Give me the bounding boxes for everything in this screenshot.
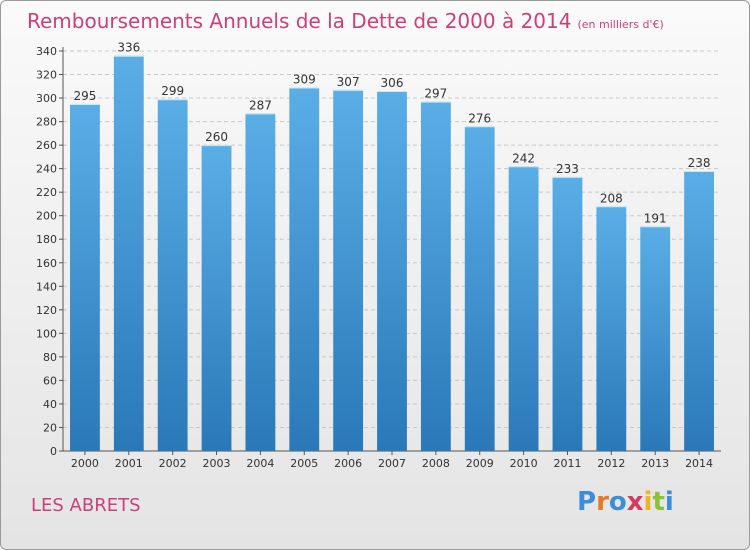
- logo-letter: r: [596, 487, 609, 517]
- data-label: 208: [600, 191, 623, 205]
- x-tick-label: 2004: [246, 457, 274, 470]
- bar-2009: [464, 126, 495, 451]
- chart-title: Remboursements Annuels de la Dette de 20…: [27, 9, 664, 33]
- data-label: 336: [117, 41, 140, 55]
- bar-2014: [684, 171, 714, 451]
- bar-2012: [596, 206, 627, 451]
- bar-2001: [113, 55, 144, 452]
- bar-2006: [333, 89, 364, 451]
- x-tick-label: 2009: [466, 457, 494, 470]
- bar-2005: [289, 87, 320, 452]
- x-tick-label: 2000: [71, 457, 99, 470]
- y-tick-label: 240: [36, 163, 57, 176]
- bar-2000: [70, 103, 100, 452]
- y-tick-label: 340: [36, 45, 57, 58]
- y-tick-label: 20: [43, 421, 57, 434]
- y-tick-label: 140: [36, 280, 57, 293]
- data-label: 309: [293, 72, 316, 86]
- data-label: 299: [161, 84, 184, 98]
- data-label: 307: [337, 75, 360, 89]
- logo-letter: o: [608, 487, 627, 517]
- data-label: 238: [688, 156, 711, 170]
- data-label: 191: [644, 211, 667, 225]
- bar-2004: [245, 113, 276, 452]
- chart-title-text: Remboursements Annuels de la Dette de 20…: [27, 9, 572, 33]
- data-label: 276: [468, 111, 491, 125]
- x-tick-label: 2013: [641, 457, 669, 470]
- data-label: 297: [424, 87, 447, 101]
- x-tick-label: 2011: [553, 457, 581, 470]
- x-tick-label: 2010: [510, 457, 538, 470]
- bar-2003: [201, 145, 232, 451]
- bars: [70, 55, 714, 452]
- x-tick-label: 2007: [378, 457, 406, 470]
- y-tick-label: 220: [36, 186, 57, 199]
- x-tick-label: 2014: [685, 457, 713, 470]
- y-tick-label: 200: [36, 210, 57, 223]
- y-tick-label: 320: [36, 69, 57, 82]
- x-tick-label: 2005: [290, 457, 318, 470]
- y-tick-label: 40: [43, 398, 57, 411]
- logo-letter: P: [577, 487, 597, 517]
- bar-2013: [640, 226, 671, 451]
- proxiti-logo[interactable]: Proxiti: [577, 487, 674, 517]
- logo-letter: i: [664, 487, 674, 517]
- logo-letter: x: [626, 487, 644, 517]
- y-tick-label: 0: [50, 445, 57, 458]
- x-tick-label: 2008: [422, 457, 450, 470]
- y-tick-label: 60: [43, 374, 57, 387]
- bar-2007: [377, 91, 407, 451]
- x-tick-label: 2006: [334, 457, 362, 470]
- y-tick-label: 180: [36, 233, 57, 246]
- x-tick-label: 2003: [203, 457, 231, 470]
- y-tick-label: 160: [36, 257, 57, 270]
- y-tick-label: 100: [36, 327, 57, 340]
- data-labels: 295 336 299 260 287 309 307 306 297 276 242 233 208 1…: [73, 41, 710, 226]
- city-name: LES ABRETS: [31, 495, 141, 516]
- chart-subtitle: (en milliers d'€): [577, 18, 664, 31]
- data-label: 287: [249, 98, 272, 112]
- y-tick-label: 80: [43, 351, 57, 364]
- data-label: 233: [556, 162, 579, 176]
- bar-2002: [157, 99, 188, 451]
- bar-2011: [552, 176, 583, 451]
- y-tick-label: 300: [36, 92, 57, 105]
- x-tick-label: 2002: [159, 457, 187, 470]
- data-label: 295: [73, 89, 96, 103]
- data-label: 306: [381, 76, 404, 90]
- data-label: 260: [205, 130, 228, 144]
- x-tick-label: 2012: [597, 457, 625, 470]
- x-tick-label: 2001: [115, 457, 143, 470]
- y-tick-label: 280: [36, 116, 57, 129]
- logo-letter: t: [652, 487, 665, 517]
- y-tick-label: 260: [36, 139, 57, 152]
- bar-2010: [508, 166, 539, 451]
- y-tick-label: 120: [36, 304, 57, 317]
- logo-letter: i: [643, 487, 653, 517]
- bar-2008: [420, 101, 451, 452]
- data-label: 242: [512, 151, 535, 165]
